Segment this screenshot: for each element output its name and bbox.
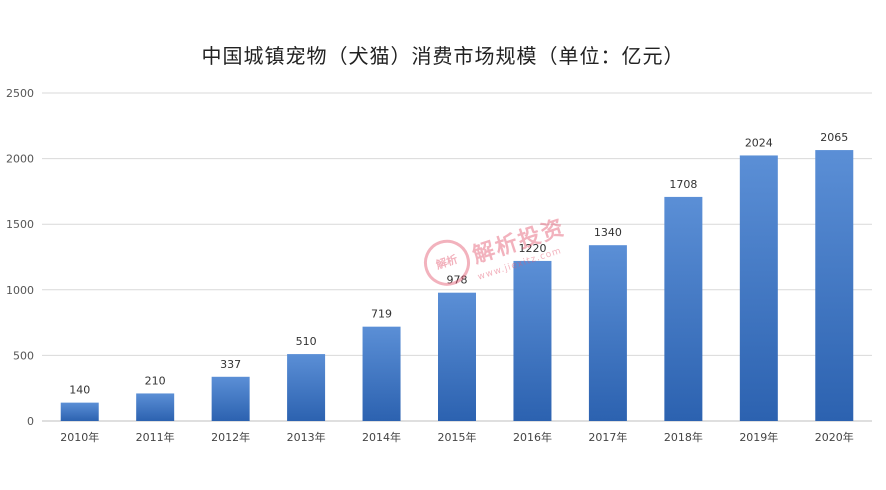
data-label: 978 xyxy=(447,274,468,287)
data-label: 1220 xyxy=(518,242,546,255)
x-tick-label: 2011年 xyxy=(136,430,175,444)
x-tick-label: 2014年 xyxy=(362,430,401,444)
bars xyxy=(60,150,854,421)
bar xyxy=(211,376,250,421)
y-tick-label: 1000 xyxy=(6,284,34,297)
bar xyxy=(664,196,703,421)
bar xyxy=(513,260,552,421)
data-labels: 140 210 337 510 719 978 1220 1340 1708 2024 2065 xyxy=(69,131,848,397)
data-label: 510 xyxy=(296,335,317,348)
x-tick-label: 2016年 xyxy=(513,430,552,444)
x-tick-label: 2020年 xyxy=(815,430,854,444)
y-tick-label: 0 xyxy=(27,415,34,428)
x-tick-label: 2019年 xyxy=(739,430,778,444)
bar xyxy=(287,354,326,421)
bar xyxy=(438,292,476,421)
bar xyxy=(136,393,175,421)
bar xyxy=(60,402,99,421)
x-tick-label: 2010年 xyxy=(60,430,99,444)
y-tick-label: 500 xyxy=(13,349,34,362)
data-label: 337 xyxy=(220,358,241,371)
y-tick-label: 2000 xyxy=(6,153,34,166)
bar xyxy=(815,150,854,421)
data-label: 719 xyxy=(371,308,392,321)
data-label: 210 xyxy=(145,374,166,387)
y-axis-tick-labels: 0 500 1000 1500 2000 2500 xyxy=(6,87,34,428)
x-tick-label: 2012年 xyxy=(211,430,250,444)
data-label: 1340 xyxy=(594,226,622,239)
bar xyxy=(588,245,627,421)
x-axis-tick-labels: 2010年 2011年 2012年 2013年 2014年 2015年 2016年 2017年… xyxy=(60,430,854,444)
x-tick-label: 2018年 xyxy=(664,430,703,444)
data-label: 140 xyxy=(69,384,90,397)
chart-title: 中国城镇宠物（犬猫）消费市场规模（单位：亿元） xyxy=(201,44,685,68)
x-tick-label: 2013年 xyxy=(287,430,326,444)
data-label: 2065 xyxy=(820,131,848,144)
x-tick-label: 2015年 xyxy=(438,430,477,444)
bar xyxy=(739,155,778,421)
y-tick-label: 2500 xyxy=(6,87,34,100)
y-tick-label: 1500 xyxy=(6,218,34,231)
x-tick-label: 2017年 xyxy=(588,430,627,444)
data-label: 1708 xyxy=(669,178,697,191)
bar xyxy=(362,326,401,421)
data-label: 2024 xyxy=(745,136,773,149)
